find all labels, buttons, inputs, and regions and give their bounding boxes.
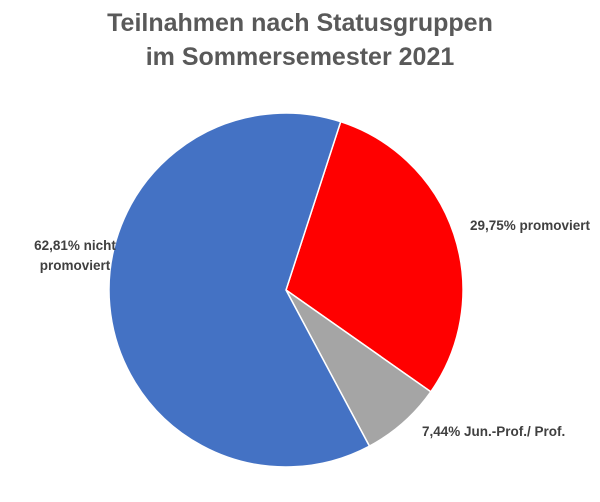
pie-slice-0	[285, 120, 464, 393]
slice-label-1: 7,44% Jun.-Prof./ Prof.	[422, 424, 565, 439]
slice-label-0: 29,75% promoviert	[470, 218, 591, 233]
slice-label-0-line-0: 29,75% promoviert	[470, 218, 591, 233]
slice-label-2: 62,81% nicht promoviert	[34, 238, 116, 273]
chart-title-line-2: im Sommersemester 2021	[145, 43, 455, 71]
slice-label-1-line-0: 7,44% Jun.-Prof./ Prof.	[422, 424, 565, 439]
pie-slice-2	[108, 112, 371, 468]
chart-title: Teilnahmen nach Statusgruppen im Sommers…	[0, 6, 600, 74]
chart-title-line-1: Teilnahmen nach Statusgruppen	[107, 9, 493, 37]
slice-label-2-line-1: promoviert	[40, 258, 111, 273]
slice-label-2-line-0: 62,81% nicht	[34, 238, 116, 253]
